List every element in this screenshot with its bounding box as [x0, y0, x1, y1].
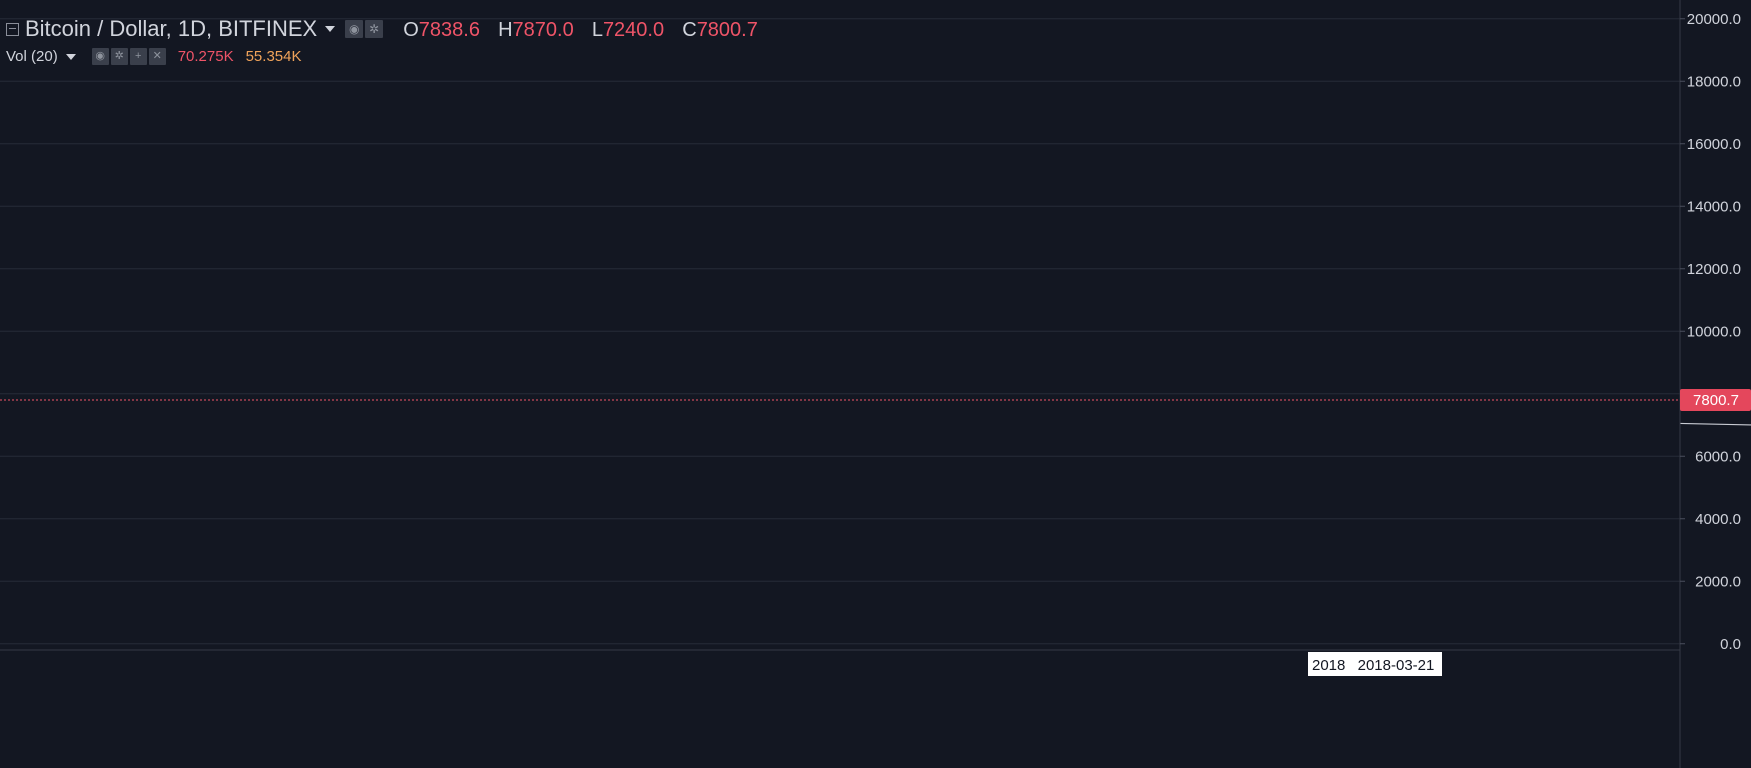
high-value: 7870.0: [512, 19, 574, 41]
collapse-icon[interactable]: [6, 22, 19, 36]
legend-header: Bitcoin / Dollar, 1D, BITFINEX ◉ ✲ O7838…: [6, 16, 758, 42]
symbol-title[interactable]: Bitcoin / Dollar, 1D, BITFINEX: [25, 16, 318, 41]
low-label: L: [591, 19, 603, 41]
price-tick-label: 12000.0: [1687, 261, 1741, 278]
last-price-label: 7800.7: [1693, 392, 1739, 409]
ohlc-values: O7838.6 H7870.0 L7240.0 C7800.7: [391, 16, 758, 42]
price-tick-label: 2000.0: [1695, 573, 1741, 590]
volume-value: 70.275K: [177, 48, 234, 65]
price-tick-label: 6000.0: [1695, 448, 1741, 465]
chevron-down-icon[interactable]: [65, 53, 76, 60]
eye-icon[interactable]: ◉: [345, 20, 364, 38]
close-label: C: [682, 19, 697, 41]
crosshair-date-label-left: 2018: [1312, 657, 1345, 674]
price-tick-label: 16000.0: [1687, 136, 1741, 153]
open-label: O: [403, 19, 419, 41]
eye-icon[interactable]: ◉: [91, 48, 109, 65]
horizontal-gridlines: [0, 18, 1680, 645]
gear-icon[interactable]: ✲: [110, 48, 128, 65]
price-tick-label: 20000.0: [1687, 11, 1741, 28]
price-axis[interactable]: 20000.0 18000.0 16000.0 14000.0 12000.0 10000…: [1680, 11, 1741, 653]
last-price-badge: 7800.7: [1680, 388, 1751, 411]
high-label: H: [498, 19, 513, 41]
close-icon[interactable]: ✕: [148, 48, 166, 65]
volume-indicator-label[interactable]: Vol (20): [6, 48, 58, 65]
price-tick-label: 0.0: [1720, 636, 1741, 653]
volume-legend: Vol (20) ◉ ✲ + ✕ 70.275K 55.354K: [6, 48, 301, 65]
crosshair-date-label: 2018-03-21: [1358, 657, 1435, 674]
price-tick-label: 18000.0: [1687, 73, 1741, 90]
gear-icon[interactable]: ✲: [365, 20, 384, 38]
price-tick-label: 10000.0: [1687, 323, 1741, 340]
plus-icon[interactable]: +: [129, 48, 147, 65]
chevron-down-icon[interactable]: [325, 26, 336, 32]
open-value: 7838.6: [418, 19, 480, 41]
close-value: 7800.7: [696, 19, 758, 41]
price-tick-label: 4000.0: [1695, 511, 1741, 528]
low-value: 7240.0: [602, 19, 665, 41]
crosshair-date-badge: 2018 2018-03-21: [1308, 652, 1442, 676]
volume-ma-value: 55.354K: [245, 48, 302, 65]
price-tick-label: 14000.0: [1687, 198, 1741, 215]
